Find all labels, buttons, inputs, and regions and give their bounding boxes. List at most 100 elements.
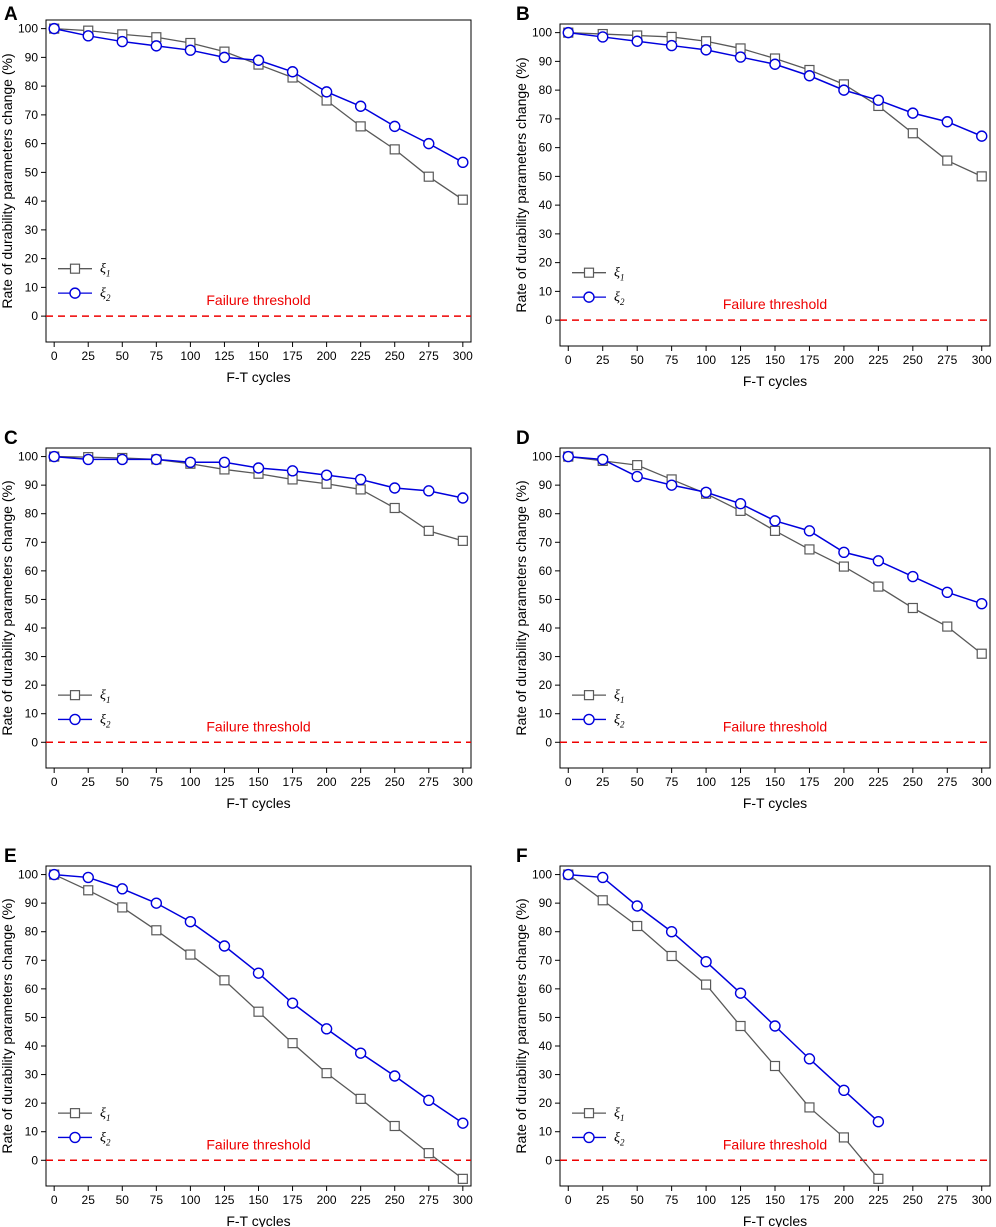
x-tick-label: 0: [51, 775, 58, 789]
data-point-xi2: [320, 1023, 333, 1035]
data-point-xi2: [803, 1053, 816, 1065]
data-point-xi2: [150, 897, 163, 909]
x-tick-label: 150: [248, 1193, 268, 1207]
x-axis-label: F-T cycles: [226, 1213, 290, 1227]
data-point-xi2: [769, 58, 781, 70]
x-tick-label: 300: [972, 353, 992, 367]
x-tick-label: 275: [419, 349, 439, 363]
y-tick-label: 30: [539, 227, 553, 241]
x-tick-label: 0: [51, 349, 58, 363]
x-tick-label: 150: [765, 353, 785, 367]
x-tick-label: 300: [453, 349, 473, 363]
x-tick-label: 225: [868, 1193, 888, 1207]
data-point-xi2: [457, 156, 469, 169]
data-point-xi1: [838, 561, 850, 572]
y-tick-label: 10: [25, 280, 39, 294]
data-point-xi1: [907, 602, 918, 614]
y-tick-label: 60: [539, 141, 553, 155]
data-point-xi2: [872, 555, 885, 567]
data-point-xi2: [116, 453, 128, 466]
y-axis-label: Rate of durability parameters change (%): [0, 898, 15, 1153]
series-line-xi2: [54, 873, 464, 1124]
data-point-xi1: [457, 1173, 468, 1184]
data-point-xi1: [457, 194, 468, 205]
x-tick-label: 200: [317, 1193, 337, 1207]
series-line-xi1: [567, 874, 879, 1180]
x-tick-label: 25: [596, 775, 610, 789]
x-tick-label: 25: [596, 1193, 610, 1207]
y-tick-label: 90: [25, 478, 39, 492]
data-point-xi2: [354, 473, 367, 486]
legend-label: ξ1: [100, 1106, 111, 1123]
y-tick-label: 40: [539, 198, 553, 212]
series-line-xi1: [53, 873, 464, 1180]
y-tick-label: 40: [539, 1039, 553, 1053]
data-point-xi1: [151, 925, 162, 936]
legend-label: ξ2: [614, 290, 625, 307]
x-tick-label: 175: [283, 349, 303, 363]
data-point-xi1: [632, 460, 643, 471]
y-tick-label: 30: [539, 1068, 553, 1082]
data-point-xi1: [873, 1173, 884, 1184]
data-point-xi2: [631, 900, 643, 912]
x-tick-label: 200: [834, 775, 854, 789]
x-tick-label: 175: [799, 1193, 819, 1207]
legend-entry-xi1: ξ1: [58, 262, 111, 279]
legend-label: ξ2: [100, 1130, 111, 1147]
x-tick-label: 200: [834, 353, 854, 367]
x-tick-label: 50: [116, 1193, 130, 1207]
y-axis-label: Rate of durability parameters change (%): [513, 57, 529, 312]
y-tick-label: 40: [539, 621, 553, 635]
y-tick-label: 0: [31, 1153, 38, 1167]
x-tick-label: 75: [665, 775, 679, 789]
chart-panel-b: B 0 25 50 75 100 125 150 175 200 225 250 275 300 0 10 20…: [513, 4, 992, 389]
y-tick-label: 90: [539, 896, 553, 910]
x-tick-label: 100: [180, 1193, 200, 1207]
data-point-xi2: [286, 465, 299, 477]
y-tick-label: 80: [539, 925, 553, 939]
legend-entry-xi1: ξ1: [572, 688, 625, 705]
legend-marker-square: [583, 267, 595, 278]
data-point-xi2: [597, 453, 609, 466]
y-axis-label: Rate of durability parameters change (%): [513, 898, 529, 1153]
x-tick-label: 300: [453, 1193, 473, 1207]
data-point-xi2: [218, 456, 231, 468]
legend-marker-circle: [69, 287, 81, 299]
data-point-xi2: [354, 100, 367, 112]
y-tick-label: 80: [25, 925, 39, 939]
data-point-xi1: [632, 920, 643, 932]
x-axis-label: F-T cycles: [743, 795, 807, 811]
data-point-xi1: [769, 1060, 781, 1072]
failure-threshold-label: Failure threshold: [206, 1136, 310, 1152]
y-tick-label: 70: [25, 108, 39, 122]
data-point-xi1: [976, 648, 987, 659]
legend-entry-xi2: ξ2: [58, 1130, 111, 1147]
x-tick-label: 250: [385, 1193, 405, 1207]
data-point-xi1: [355, 1093, 366, 1104]
data-point-xi2: [48, 22, 60, 35]
legend-entry-xi1: ξ1: [572, 266, 625, 283]
x-tick-label: 50: [630, 1193, 644, 1207]
x-tick-label: 225: [351, 775, 371, 789]
data-point-xi1: [423, 1148, 434, 1159]
data-point-xi2: [252, 967, 265, 979]
y-tick-label: 40: [25, 621, 39, 635]
data-point-xi2: [320, 86, 333, 98]
x-tick-label: 150: [765, 775, 785, 789]
x-tick-label: 225: [868, 775, 888, 789]
panel-letter: F: [516, 846, 528, 867]
y-tick-label: 100: [18, 22, 38, 36]
legend-label: ξ1: [614, 266, 625, 283]
legend-marker-square: [69, 690, 81, 701]
x-tick-label: 0: [565, 1193, 572, 1207]
x-tick-label: 50: [630, 775, 644, 789]
y-tick-label: 70: [539, 535, 553, 549]
legend-entry-xi2: ξ2: [58, 712, 111, 729]
data-point-xi2: [389, 1070, 401, 1082]
x-axis-label: F-T cycles: [743, 1213, 807, 1227]
x-tick-label: 175: [283, 775, 303, 789]
data-point-xi2: [150, 453, 163, 466]
legend-marker-square: [583, 1108, 595, 1119]
y-tick-label: 100: [18, 450, 38, 464]
y-tick-label: 100: [532, 26, 552, 40]
